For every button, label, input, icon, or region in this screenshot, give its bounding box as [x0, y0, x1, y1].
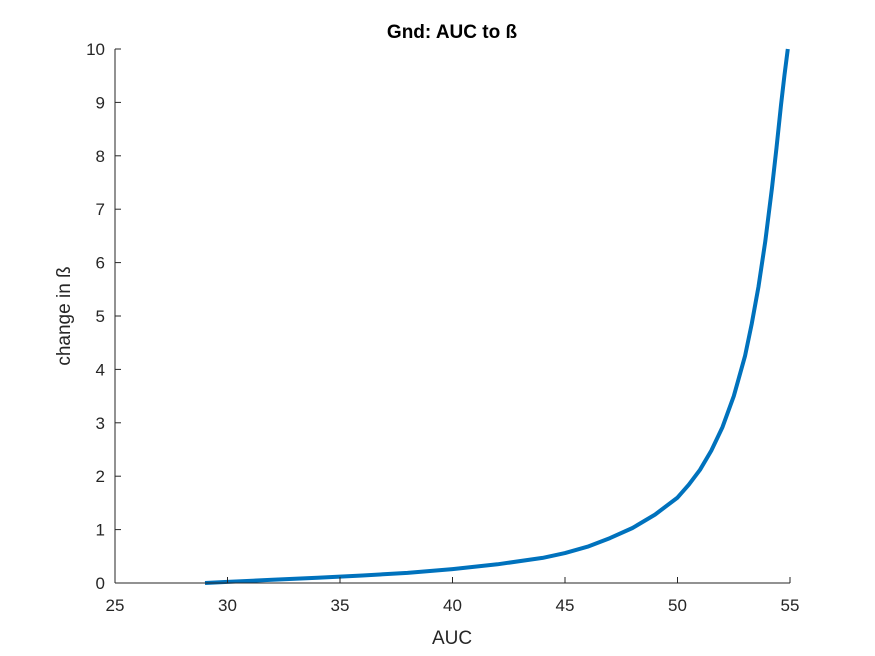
plot-area: [204, 48, 790, 585]
chart-title: Gnd: AUC to ß: [387, 22, 518, 43]
y-tick-label: 10: [86, 40, 105, 59]
y-tick-label: 6: [96, 254, 105, 273]
y-tick-label: 0: [96, 574, 105, 593]
x-tick-label: 25: [106, 596, 125, 615]
x-axis-label: AUC: [432, 628, 472, 649]
x-tick-label: 55: [781, 596, 800, 615]
y-axis: 0 1 2 3 4 5 6 7 8 9 10: [86, 40, 121, 593]
y-tick-label: 8: [96, 147, 105, 166]
x-tick-label: 50: [668, 596, 687, 615]
x-tick-label: 40: [443, 596, 462, 615]
y-tick-label: 1: [96, 521, 105, 540]
x-tick-label: 30: [218, 596, 237, 615]
y-tick-label: 2: [96, 467, 105, 486]
y-axis-label: change in ß: [54, 266, 75, 365]
x-tick-label: 35: [331, 596, 350, 615]
y-tick-label: 4: [96, 360, 105, 379]
y-tick-label: 3: [96, 414, 105, 433]
series-line: [204, 48, 790, 585]
x-axis: 25 30 35 40 45 50 55: [106, 577, 800, 615]
y-tick-label: 9: [96, 93, 105, 112]
y-tick-label: 5: [96, 307, 105, 326]
x-tick-label: 45: [556, 596, 575, 615]
y-tick-label: 7: [96, 200, 105, 219]
